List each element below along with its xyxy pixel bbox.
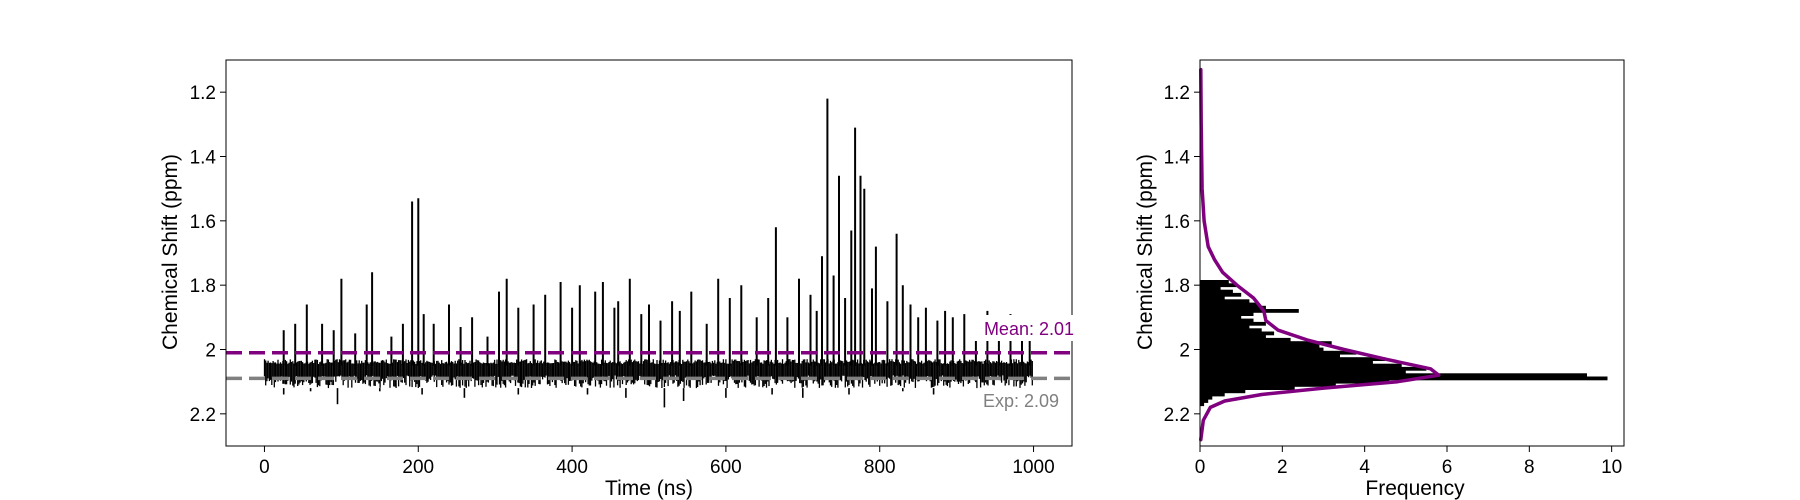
y-tick-label: 2 [205,341,216,362]
histogram-y-axis-label: Chemical Shift (ppm) [1134,154,1157,350]
time-series-y-axis-label: Chemical Shift (ppm) [159,154,182,350]
histogram-bar [1200,366,1427,371]
time-series-panel: 0 200 400 600 800 1000 1.2 1.4 1.6 1.8 2 2.2 Time … [159,59,1080,500]
y-tick-label: 1.8 [1164,276,1190,297]
histogram-bar [1200,328,1262,333]
histogram-bar [1200,389,1246,394]
y-tick-label: 1.4 [1164,148,1191,169]
histogram-bar [1200,383,1336,387]
x-tick-label: 400 [556,457,588,478]
time-series-x-ticks: 0 200 400 600 800 1000 [259,446,1055,478]
histogram-bar [1200,296,1225,300]
histogram-bar [1200,354,1340,358]
histogram-bar [1200,312,1254,316]
y-tick-label: 1.4 [190,148,217,169]
y-tick-label: 1.6 [1164,212,1190,233]
histogram-panel: 0 2 4 6 8 10 1.2 1.4 1.6 1.8 2 2.2 Frequency Chemi… [1134,59,1625,500]
histogram-bar [1200,315,1242,320]
y-tick-label: 2.2 [190,405,216,426]
histogram-bar [1200,350,1357,355]
histogram-bar [1200,292,1242,297]
histogram-bar [1200,399,1209,403]
histogram-bar [1200,373,1587,378]
x-tick-label: 800 [864,457,896,478]
histogram-bar [1200,325,1250,329]
histogram-bar [1200,299,1250,304]
histogram-bar [1200,386,1295,390]
y-tick-label: 1.6 [190,212,216,233]
mean-label-background [968,315,1080,341]
histogram-bar [1200,370,1406,374]
x-tick-label: 600 [710,457,742,478]
x-tick-label: 4 [1359,457,1370,478]
y-tick-label: 2 [1179,341,1190,362]
histogram-bar [1200,286,1221,291]
histogram-bar [1200,337,1291,342]
histogram-bar [1200,344,1320,349]
histogram-bar [1200,318,1254,323]
y-tick-label: 2.2 [1164,405,1190,426]
histogram-bar [1200,357,1386,361]
histogram-frame [1199,59,1625,447]
x-tick-label: 8 [1524,457,1535,478]
histogram-bar [1200,305,1266,310]
reference-line-labels: Mean: 2.01 Exp: 2.09 [968,315,1080,411]
histogram-bar [1200,392,1225,397]
time-series-frame [225,59,1073,447]
histogram-bar [1200,360,1373,365]
histogram-x-ticks: 0 2 4 6 8 10 [1195,446,1622,478]
x-tick-label: 2 [1277,457,1288,478]
histogram-bar [1200,302,1258,307]
x-tick-label: 10 [1601,457,1622,478]
histogram-bar [1200,309,1299,313]
x-tick-label: 200 [402,457,434,478]
exp-line-label: Exp: 2.09 [983,391,1059,411]
time-series-plot-area [226,98,1072,408]
histogram-x-axis-label: Frequency [1365,477,1465,500]
time-series-x-axis-label: Time (ns) [605,477,693,500]
histogram-bar [1200,283,1237,288]
density-curve [1199,67,1441,442]
noise-band [263,359,1033,389]
histogram-bar [1200,363,1402,368]
histogram-bar [1200,334,1266,339]
x-tick-label: 1000 [1012,457,1054,478]
histogram-bar [1200,376,1608,381]
histogram-bar [1200,321,1266,326]
histogram-bar [1200,341,1332,345]
histogram-plot-area [1199,67,1608,442]
y-tick-label: 1.2 [1164,83,1190,104]
histogram-bar [1200,395,1213,400]
x-tick-label: 0 [1195,457,1206,478]
x-tick-label: 0 [259,457,270,478]
histogram-bar [1200,331,1275,336]
y-tick-label: 1.2 [190,83,216,104]
mean-line-label: Mean: 2.01 [984,319,1074,339]
histogram-bar [1200,402,1205,407]
histogram-bar [1200,347,1324,352]
histogram-bar [1200,280,1229,284]
histogram-y-ticks: 1.2 1.4 1.6 1.8 2 2.2 [1164,83,1200,426]
histogram-bar [1200,379,1390,384]
histogram-bar [1200,289,1233,294]
y-tick-label: 1.8 [190,276,216,297]
time-series-y-ticks: 1.2 1.4 1.6 1.8 2 2.2 [190,83,226,426]
x-tick-label: 6 [1442,457,1453,478]
